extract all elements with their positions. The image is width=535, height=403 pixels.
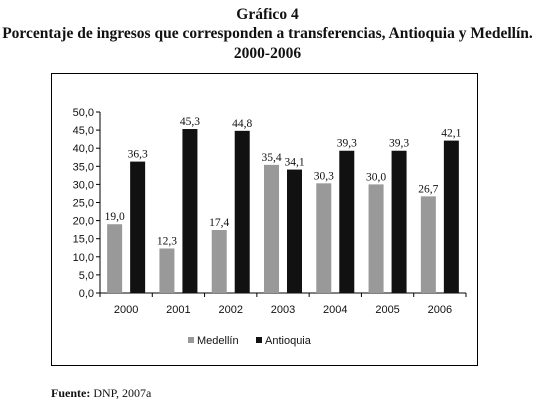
bar-chart: 0,0 5,0 10,0 15,0 20,0 25,0 30,0 35,0 40,0 45,0 50… [73,107,467,347]
data-label-medellin: 19,0 [105,211,125,223]
data-label-antioquia: 39,3 [337,138,357,150]
bar-antioquia [130,161,146,293]
data-label-antioquia: 34,1 [284,157,304,169]
bar-antioquia [391,150,407,293]
bar-medellin [107,224,123,293]
y-tick-label: 20,0 [73,216,94,228]
bar-antioquia [443,140,459,293]
bar-medellin [420,196,436,293]
data-label-medellin: 12,3 [157,235,177,247]
data-label-medellin: 30,0 [366,171,386,183]
bar-antioquia [339,150,355,293]
legend-label-medellin: Medellín [197,335,239,347]
bar-medellin [316,183,332,293]
data-label-medellin: 26,7 [418,183,438,195]
data-label-antioquia: 45,3 [180,116,200,128]
chart-title: Gráfico 4 [236,6,299,23]
legend-swatch-antioquia [256,337,262,343]
bar-medellin [159,248,175,293]
legend-swatch-medellin [188,337,194,343]
source-label: Fuente: [51,386,91,400]
source-note: Fuente: DNP, 2007a [51,386,151,400]
x-tick-label: 2006 [428,304,452,316]
chart-subtitle: Porcentaje de ingresos que corresponden … [2,25,533,42]
y-tick-label: 35,0 [73,161,94,173]
y-tick-label: 40,0 [73,143,94,155]
bar-antioquia [182,129,198,293]
data-label-medellin: 17,4 [209,217,229,229]
x-tick-label: 2002 [218,304,242,316]
data-label-medellin: 35,4 [261,152,281,164]
x-tick-label: 2004 [323,304,347,316]
data-label-antioquia: 39,3 [389,138,409,150]
data-label-medellin: 30,3 [314,170,334,182]
bar-medellin [368,184,384,293]
x-tick-label: 2003 [271,304,295,316]
y-tick-label: 50,0 [73,107,94,119]
y-tick-label: 30,0 [73,179,94,191]
x-tick-label: 2005 [375,304,399,316]
chart-period: 2000-2006 [233,45,302,62]
bar-medellin [264,164,279,293]
x-tick-label: 2001 [166,304,190,316]
y-tick-label: 15,0 [73,234,94,246]
y-tick-label: 0,0 [79,288,94,300]
x-tick-label: 2000 [114,304,138,316]
bar-antioquia [234,130,250,293]
data-label-antioquia: 36,3 [128,149,148,161]
bar-antioquia [287,169,302,293]
chart-frame: 0,0 5,0 10,0 15,0 20,0 25,0 30,0 35,0 40,0 45,0 50… [51,73,478,366]
y-tick-label: 5,0 [79,270,94,282]
data-label-antioquia: 44,8 [232,118,252,130]
y-tick-label: 25,0 [73,198,94,210]
y-tick-label: 10,0 [73,252,94,264]
bar-medellin [211,230,227,293]
legend-label-antioquia: Antioquia [265,335,312,347]
y-tick-label: 45,0 [73,125,94,137]
source-text: DNP, 2007a [93,386,152,400]
data-label-antioquia: 42,1 [441,128,461,140]
